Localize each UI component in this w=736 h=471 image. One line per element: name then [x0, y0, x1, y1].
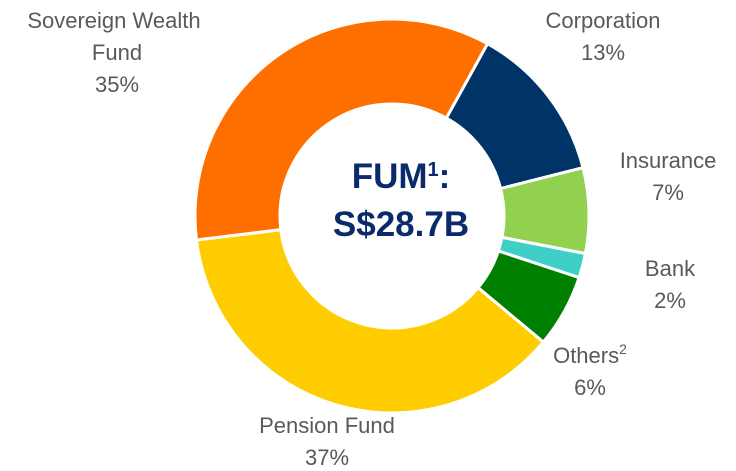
center-suffix: : [439, 157, 451, 196]
donut-slice [194, 227, 546, 415]
category-name: Pension Fund [259, 413, 395, 438]
category-name: Bank [645, 256, 696, 281]
category-label: Insurance [620, 148, 717, 173]
value-label: 13% [581, 40, 625, 65]
category-label: Corporation [546, 8, 661, 33]
donut-slice [193, 17, 490, 242]
category-name: Insurance [620, 148, 717, 173]
category-name: Sovereign Wealth Fund [27, 8, 206, 65]
category-note: 2 [619, 341, 627, 357]
center-label: FUM1: [352, 157, 451, 196]
category-label: Pension Fund [259, 413, 395, 438]
value-label: 37% [305, 445, 349, 470]
category-label: Sovereign Wealth Fund [27, 8, 206, 65]
center-text: FUM [352, 157, 428, 196]
category-label: Others2 [553, 341, 627, 368]
category-label: Bank [645, 256, 696, 281]
category-name: Others [553, 343, 619, 368]
category-name-line: Fund [92, 40, 142, 65]
value-label: 7% [652, 180, 684, 205]
center-value: S$28.7B [333, 205, 469, 244]
value-label: 35% [95, 72, 139, 97]
center-superscript: 1 [428, 159, 439, 181]
category-name-line: Sovereign Wealth [27, 8, 206, 33]
value-label: 2% [654, 288, 686, 313]
value-label: 6% [574, 375, 606, 400]
category-name: Corporation [546, 8, 661, 33]
